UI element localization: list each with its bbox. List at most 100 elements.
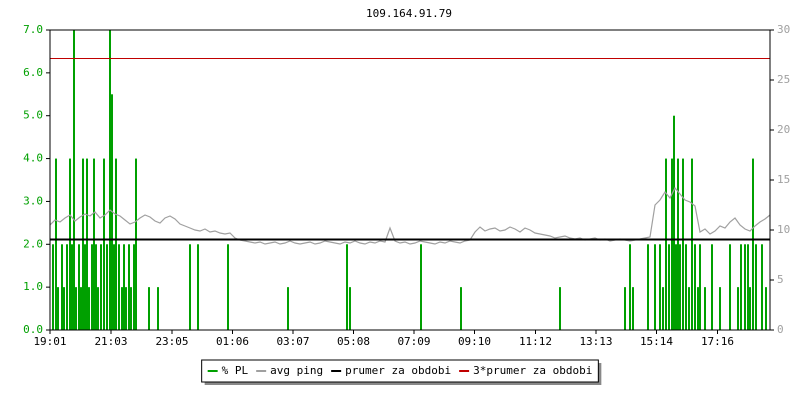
x-tick-label: 23:05 bbox=[155, 335, 188, 348]
pl-bar bbox=[647, 244, 649, 330]
pl-bar bbox=[668, 244, 670, 330]
y2-tick-label: 20 bbox=[777, 123, 790, 136]
pl-bar bbox=[287, 287, 289, 330]
x-tick-label: 07:09 bbox=[397, 335, 430, 348]
pl-bar bbox=[694, 244, 696, 330]
pl-bar bbox=[128, 244, 130, 330]
pl-bar bbox=[125, 287, 127, 330]
pl-bar bbox=[97, 287, 99, 330]
y2-tick-label: 5 bbox=[777, 273, 784, 286]
pl-bar bbox=[109, 30, 111, 330]
pl-bar bbox=[78, 244, 80, 330]
legend-label: 3*prumer za obdobi bbox=[473, 364, 592, 377]
pl-bar bbox=[765, 287, 767, 330]
y-tick-label: 0.0 bbox=[23, 323, 43, 336]
pl-bar bbox=[755, 244, 757, 330]
pl-bar bbox=[63, 287, 65, 330]
pl-bar bbox=[673, 115, 675, 330]
pl-bar bbox=[106, 244, 108, 330]
pl-bar bbox=[123, 244, 125, 330]
pl-bar bbox=[679, 244, 681, 330]
pl-bar bbox=[697, 287, 699, 330]
y-tick-label: 7.0 bbox=[23, 23, 43, 36]
y-tick-label: 4.0 bbox=[23, 152, 43, 165]
x-tick-label: 05:08 bbox=[337, 335, 370, 348]
pl-bar bbox=[133, 244, 135, 330]
pl-bar bbox=[719, 287, 721, 330]
pl-bar bbox=[711, 244, 713, 330]
x-tick-label: 19:01 bbox=[33, 335, 66, 348]
pl-bar bbox=[88, 287, 90, 330]
pl-bar bbox=[654, 244, 656, 330]
pl-bar bbox=[130, 287, 132, 330]
y2-tick-label: 0 bbox=[777, 323, 784, 336]
y-tick-label: 5.0 bbox=[23, 109, 43, 122]
x-tick-label: 15:14 bbox=[640, 335, 673, 348]
pl-bar bbox=[460, 287, 462, 330]
plot-frame bbox=[49, 29, 771, 331]
pl-bar bbox=[346, 244, 348, 330]
pl-bar bbox=[761, 244, 763, 330]
pl-bar bbox=[157, 287, 159, 330]
pl-bar bbox=[671, 158, 673, 330]
pl-bar bbox=[115, 158, 117, 330]
pl-bar bbox=[69, 158, 71, 330]
y-tick-label: 2.0 bbox=[23, 237, 43, 250]
pl-bar bbox=[659, 244, 661, 330]
pl-bar bbox=[80, 287, 82, 330]
pl-bar bbox=[197, 244, 199, 330]
y-tick-label: 6.0 bbox=[23, 66, 43, 79]
pl-bar bbox=[55, 158, 57, 330]
pl-bar bbox=[113, 244, 115, 330]
pl-bar bbox=[135, 158, 137, 330]
pl-bar bbox=[349, 287, 351, 330]
pl-bar bbox=[227, 244, 229, 330]
pl-bar bbox=[624, 287, 626, 330]
x-tick-label: 21:03 bbox=[94, 335, 127, 348]
pl-bar bbox=[749, 287, 751, 330]
pl-bar bbox=[420, 244, 422, 330]
legend-label: prumer za obdobi bbox=[345, 364, 451, 377]
pl-bar bbox=[677, 158, 679, 330]
pl-bar bbox=[95, 244, 97, 330]
y2-tick-label: 15 bbox=[777, 173, 790, 186]
pl-bar bbox=[704, 287, 706, 330]
pl-bar bbox=[148, 287, 150, 330]
y-tick-label: 1.0 bbox=[23, 280, 43, 293]
x-tick-label: 13:13 bbox=[579, 335, 612, 348]
pl-bar bbox=[86, 158, 88, 330]
pl-bar bbox=[75, 287, 77, 330]
pl-bar bbox=[66, 244, 68, 330]
pl-bar bbox=[685, 244, 687, 330]
pl-bar bbox=[691, 158, 693, 330]
chart-title: 109.164.91.79 bbox=[366, 7, 452, 20]
pl-bar bbox=[737, 287, 739, 330]
pl-bar bbox=[682, 158, 684, 330]
pl-bar bbox=[103, 158, 105, 330]
pl-bar bbox=[629, 244, 631, 330]
pl-bar bbox=[73, 30, 75, 330]
pl-bar bbox=[688, 287, 690, 330]
pl-bar bbox=[662, 287, 664, 330]
legend-label: % PL bbox=[222, 364, 249, 377]
pl-bar bbox=[632, 287, 634, 330]
pl-bar bbox=[699, 244, 701, 330]
x-tick-label: 11:12 bbox=[519, 335, 552, 348]
pl-bar bbox=[118, 244, 120, 330]
x-tick-label: 01:06 bbox=[216, 335, 249, 348]
y2-tick-label: 25 bbox=[777, 73, 790, 86]
pl-bar bbox=[675, 244, 677, 330]
pl-bar bbox=[82, 158, 84, 330]
legend-label: avg ping bbox=[270, 364, 323, 377]
pl-bar bbox=[665, 158, 667, 330]
legend-box bbox=[201, 359, 599, 383]
pl-bar bbox=[100, 244, 102, 330]
pl-bar bbox=[744, 244, 746, 330]
pl-bar bbox=[84, 244, 86, 330]
y2-tick-label: 10 bbox=[777, 223, 790, 236]
pl-bar bbox=[752, 158, 754, 330]
y-tick-label: 3.0 bbox=[23, 194, 43, 207]
pl-bar bbox=[747, 244, 749, 330]
pl-bar bbox=[729, 244, 731, 330]
